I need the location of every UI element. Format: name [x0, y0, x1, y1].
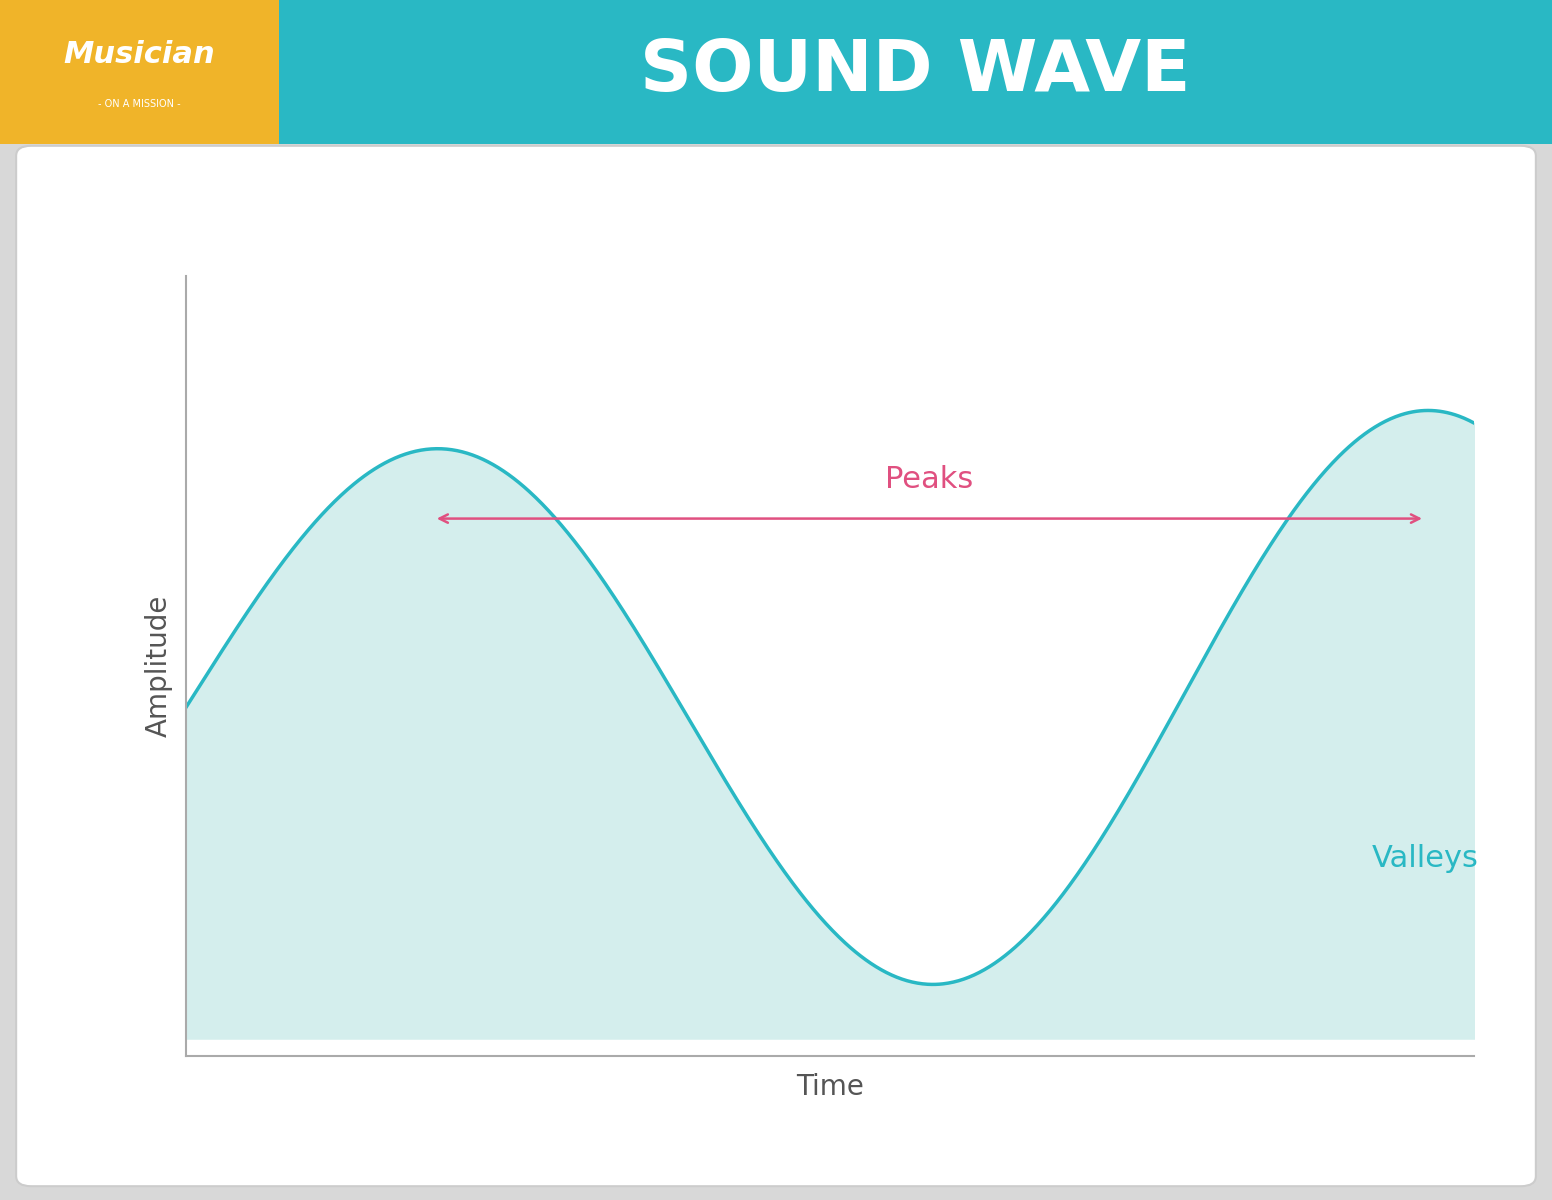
Text: SOUND WAVE: SOUND WAVE — [641, 37, 1190, 107]
FancyBboxPatch shape — [16, 145, 1536, 1186]
Text: - ON A MISSION -: - ON A MISSION - — [98, 98, 182, 109]
X-axis label: Time: Time — [796, 1073, 864, 1100]
Text: Peaks: Peaks — [885, 466, 973, 494]
Text: Musician: Musician — [64, 41, 216, 70]
Y-axis label: Amplitude: Amplitude — [144, 595, 172, 737]
FancyBboxPatch shape — [0, 0, 279, 144]
FancyBboxPatch shape — [279, 0, 1552, 144]
Text: Valleys: Valleys — [1372, 844, 1479, 872]
